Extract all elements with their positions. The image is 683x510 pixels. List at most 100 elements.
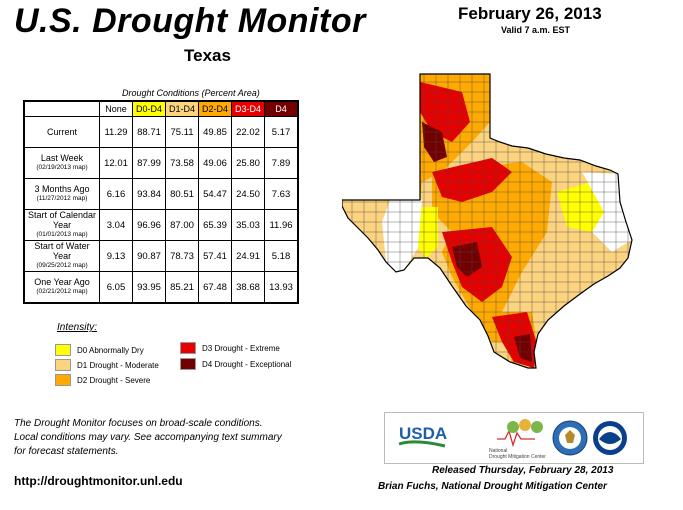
legend-swatch-d1 (55, 359, 71, 371)
table-cell: 7.63 (264, 178, 299, 210)
row-label: Current (23, 116, 100, 148)
valid-time: Valid 7 a.m. EST (501, 25, 571, 35)
map-title: U.S. Drought Monitor (14, 2, 366, 40)
table-row: Last Week (02/19/2013 map) 12.01 87.99 73.58… (23, 147, 299, 179)
table-cell: 75.11 (165, 116, 199, 148)
col-d3-d4: D3-D4 (231, 100, 265, 117)
legend-label-d2: D2 Drought - Severe (77, 375, 151, 385)
table-cell: 80.51 (165, 178, 199, 210)
usda-logo: USDA (398, 424, 447, 448)
texas-drought-map (342, 73, 633, 369)
ndmc-line-2: Drought Mitigation Center (489, 454, 546, 460)
table-cell: 24.50 (231, 178, 265, 210)
row-label-date: (02/19/2013 map) (36, 164, 88, 171)
table-cell: 85.21 (165, 271, 199, 304)
d4-central (452, 242, 482, 277)
col-none: None (99, 100, 133, 117)
table-cell: 49.85 (198, 116, 232, 148)
col-d0-d4: D0-D4 (132, 100, 166, 117)
legend-label-d4: D4 Drought - Exceptional (202, 359, 292, 369)
row-label-text: Last Week (40, 153, 84, 163)
release-date: Released Thursday, February 28, 2013 (432, 465, 614, 476)
row-label-text: Current (46, 127, 77, 137)
noaa-seal-icon (593, 421, 627, 455)
legend-swatch-d3 (180, 342, 196, 354)
ndmc-graph-icon (497, 429, 535, 448)
legend-swatch-d4 (180, 358, 196, 370)
row-label-date: (01/01/2013 map) (36, 231, 88, 238)
table-cell: 73.58 (165, 147, 199, 179)
row-label-date: (11/27/2012 map) (36, 195, 88, 202)
table-cell: 88.71 (132, 116, 166, 148)
table-cell: 96.96 (132, 209, 166, 241)
table-cell: 35.03 (231, 209, 265, 241)
note-line-2: Local conditions may vary. See accompany… (14, 432, 282, 443)
usda-logo-text: USDA (399, 424, 447, 443)
map-date: February 26, 2013 (458, 4, 602, 23)
legend-label-d0: D0 Abnormally Dry (77, 345, 144, 355)
table-corner (24, 101, 100, 117)
table-cell: 38.68 (231, 271, 265, 304)
table-cell: 65.39 (198, 209, 232, 241)
table-cell: 7.89 (264, 147, 299, 179)
row-label: Start of Calendar Year (01/01/2013 map) (23, 209, 100, 241)
d4-south (514, 334, 532, 362)
col-d2-d4: D2-D4 (198, 100, 232, 117)
table-cell: 9.13 (99, 240, 133, 272)
ndmc-tree-icon-2 (519, 419, 531, 431)
row-label-text: 3 Months Ago (34, 184, 90, 194)
table-cell: 11.96 (264, 209, 299, 241)
author-credit: Brian Fuchs, National Drought Mitigation… (378, 481, 607, 492)
table-cell: 87.99 (132, 147, 166, 179)
ndmc-line-1: National (489, 448, 507, 454)
row-label: 3 Months Ago (11/27/2012 map) (23, 178, 100, 210)
table-row: Current 11.29 88.71 75.11 49.85 22.02 5.17 (23, 116, 299, 148)
table-cell: 22.02 (231, 116, 265, 148)
table-row: 3 Months Ago (11/27/2012 map) 6.16 93.84 80.… (23, 178, 299, 210)
legend-item-d3: D3 Drought - Extreme (180, 342, 280, 354)
texas-outline (342, 73, 633, 369)
legend-swatch-d0 (55, 344, 71, 356)
legend-item-d2: D2 Drought - Severe (55, 374, 150, 386)
legend-item-d4: D4 Drought - Exceptional (180, 358, 291, 370)
legend-label-d1: D1 Drought - Moderate (77, 360, 159, 370)
ndmc-tree-icon-3 (531, 421, 543, 433)
logo-strip: USDA National Drought Mitigation Center (398, 419, 627, 460)
row-label: Start of Water Year (09/25/2012 map) (23, 240, 100, 272)
table-header-row: None D0-D4 D1-D4 D2-D4 D3-D4 D4 (24, 100, 299, 117)
row-label-text: One Year Ago (34, 277, 90, 287)
table-cell: 13.93 (264, 271, 299, 304)
legend-swatch-d2 (55, 374, 71, 386)
table-cell: 54.47 (198, 178, 232, 210)
website-link[interactable]: http://droughtmonitor.unl.edu (14, 474, 183, 488)
legend-label-d3: D3 Drought - Extreme (202, 343, 280, 353)
ndmc-tree-icon (507, 421, 519, 433)
row-label-text: Start of Water Year (34, 241, 90, 261)
row-label-text: Start of Calendar Year (27, 210, 97, 230)
row-label: Last Week (02/19/2013 map) (23, 147, 100, 179)
table-cell: 93.84 (132, 178, 166, 210)
col-d1-d4: D1-D4 (165, 100, 199, 117)
table-cell: 57.41 (198, 240, 232, 272)
partner-logos: USDA National Drought Mitigation Center (384, 412, 644, 464)
legend-title: Intensity: (57, 322, 98, 333)
drought-conditions-table: None D0-D4 D1-D4 D2-D4 D3-D4 D4 Current 1… (23, 100, 299, 304)
table-cell: 12.01 (99, 147, 133, 179)
d0-west (418, 207, 438, 258)
table-cell: 25.80 (231, 147, 265, 179)
table-cell: 78.73 (165, 240, 199, 272)
legend-item-d0: D0 Abnormally Dry (55, 344, 144, 356)
table-cell: 11.29 (99, 116, 133, 148)
row-label-date: (09/25/2012 map) (36, 262, 88, 269)
table-cell: 5.18 (264, 240, 299, 272)
table-cell: 3.04 (99, 209, 133, 241)
table-cell: 87.00 (165, 209, 199, 241)
region-title: Texas (184, 46, 231, 65)
table-row: One Year Ago (02/21/2012 map) 6.05 93.95 85.… (23, 271, 299, 304)
legend-item-d1: D1 Drought - Moderate (55, 359, 159, 371)
table-cell: 24.91 (231, 240, 265, 272)
table-cell: 5.17 (264, 116, 299, 148)
table-cell: 6.16 (99, 178, 133, 210)
ndmc-logo: National Drought Mitigation Center (489, 419, 546, 460)
note-line-3: for forecast statements. (14, 446, 119, 457)
